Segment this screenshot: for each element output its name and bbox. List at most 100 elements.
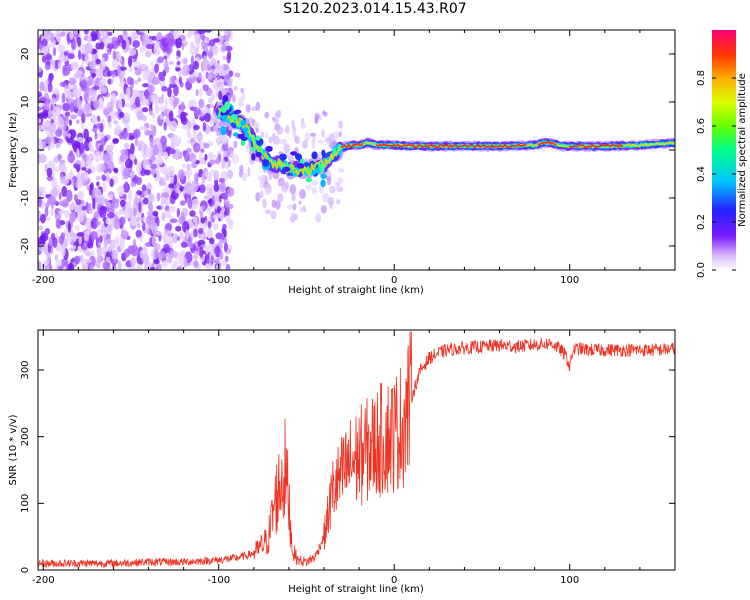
spectrogram-blob (321, 149, 326, 158)
spectrogram-blob (262, 159, 270, 167)
spectrogram-blob (311, 151, 318, 160)
spectrogram-speckle (165, 222, 173, 231)
colorbar-ticks: 0.0 0.2 0.4 0.6 0.8 (696, 70, 736, 278)
spectrogram-speckle (151, 76, 160, 86)
spectrogram-xtick-label: 0 (391, 275, 397, 286)
spectrogram-speckle (189, 242, 194, 248)
spectrogram-speckle (44, 216, 52, 222)
spectrogram-ytick-label: 0 (20, 147, 31, 153)
spectrogram-speckle (284, 181, 290, 189)
snr-frame (37, 329, 676, 571)
spectrogram-blob (237, 133, 245, 139)
spectrogram-ridge-peak (568, 143, 624, 149)
spectrogram-speckle (304, 132, 310, 143)
spectrogram-speckle (87, 33, 92, 44)
spectrogram-speckle (315, 212, 322, 223)
snr-xtick-label: -200 (32, 575, 55, 586)
spectrogram-speckle (141, 107, 149, 113)
spectrogram-speckle (209, 237, 215, 245)
spectrogram-speckle (142, 159, 150, 170)
spectrogram-speckle (232, 94, 236, 103)
colorbar-gradient (712, 30, 736, 270)
spectrogram-speckle (89, 60, 97, 70)
spectrogram-speckle (130, 31, 139, 38)
spectrogram-speckle (82, 263, 86, 270)
spectrogram-speckle (128, 48, 137, 57)
spectrogram-speckle (338, 120, 343, 130)
spectrogram-speckle (73, 175, 77, 188)
spectrogram-speckle (60, 232, 66, 240)
spectrogram-speckle (120, 230, 129, 240)
spectrogram-speckle (45, 53, 52, 61)
spectrogram-speckle (78, 86, 83, 99)
spectrogram-speckle (95, 58, 101, 65)
chart-title: S120.2023.014.15.43.R07 (283, 1, 467, 17)
spectrogram-speckle (302, 139, 308, 150)
spectrogram-speckle (123, 30, 127, 36)
spectrogram-speckle (180, 101, 185, 113)
snr-plot-area (38, 331, 675, 569)
snr-panel: -200 -100 0 100 0 100 200 300 Height of straigh… (8, 329, 676, 595)
spectrogram-speckle (145, 215, 154, 225)
spectrogram-speckle (211, 44, 219, 56)
spectrogram-speckle (56, 115, 64, 128)
spectrogram-speckle (121, 60, 125, 67)
spectrogram-speckle (99, 163, 106, 172)
spectrogram-speckle (118, 209, 124, 215)
spectrogram-blob (281, 166, 287, 173)
spectrogram-speckle (274, 200, 281, 210)
spectrogram-speckle (38, 225, 44, 231)
spectrogram-speckle (38, 139, 43, 150)
spectrogram-speckle (200, 34, 206, 41)
spectrogram-speckle (219, 181, 227, 193)
spectrogram-speckle (160, 197, 165, 210)
spectrogram-speckle (194, 172, 199, 183)
spectrogram-speckle (173, 174, 177, 186)
spectrogram-speckle (329, 200, 333, 210)
spectrogram-speckle (91, 72, 96, 79)
spectrogram-speckle (99, 41, 105, 50)
spectrogram-speckle (218, 66, 223, 74)
spectrogram-speckle (188, 99, 196, 105)
spectrogram-speckle (39, 81, 45, 92)
spectrogram-speckle (128, 56, 133, 68)
spectrogram-speckle (150, 163, 158, 170)
spectrogram-speckle (141, 216, 147, 222)
spectrogram-blob (290, 151, 298, 156)
spectrogram-speckle (40, 232, 49, 242)
spectrogram-ridge-peak (375, 143, 431, 149)
spectrogram-speckle (127, 217, 131, 222)
spectrogram-speckle (151, 35, 157, 41)
spectrogram-blob (230, 114, 237, 120)
spectrogram-speckle (218, 83, 225, 89)
spectrogram-speckle (136, 176, 142, 186)
colorbar-label: Normalized spectral amplitude (737, 73, 748, 227)
spectrogram-speckle (118, 98, 123, 110)
spectrogram-speckle (163, 151, 169, 160)
spectrogram-speckle (86, 80, 93, 87)
spectrogram-speckle (83, 104, 88, 112)
spectrogram-speckle (117, 185, 125, 197)
snr-xtick-label: 100 (560, 575, 579, 586)
spectrogram-blob (232, 132, 239, 137)
spectrogram-speckle (111, 239, 120, 246)
spectrogram-speckle (38, 186, 46, 192)
spectrogram-speckle (144, 169, 151, 176)
spectrogram-speckle (268, 136, 273, 144)
spectrogram-speckle (223, 242, 228, 252)
spectrogram-speckle (133, 91, 141, 97)
spectrogram-speckle (160, 115, 165, 120)
spectrogram-speckle (195, 33, 201, 39)
spectrogram-speckle (38, 196, 43, 208)
spectrogram-speckle (142, 69, 149, 81)
spectrogram-speckle (207, 188, 213, 198)
spectrogram-speckle (168, 110, 174, 122)
spectrogram-speckle (41, 38, 48, 47)
spectrogram-speckle (90, 217, 98, 230)
spectrogram-speckle (92, 49, 98, 54)
spectrogram-speckle (167, 86, 172, 98)
spectrogram-speckle (317, 139, 324, 144)
spectrogram-speckle (232, 153, 239, 164)
spectrogram-speckle (226, 187, 235, 197)
spectrogram-speckle (241, 172, 248, 182)
